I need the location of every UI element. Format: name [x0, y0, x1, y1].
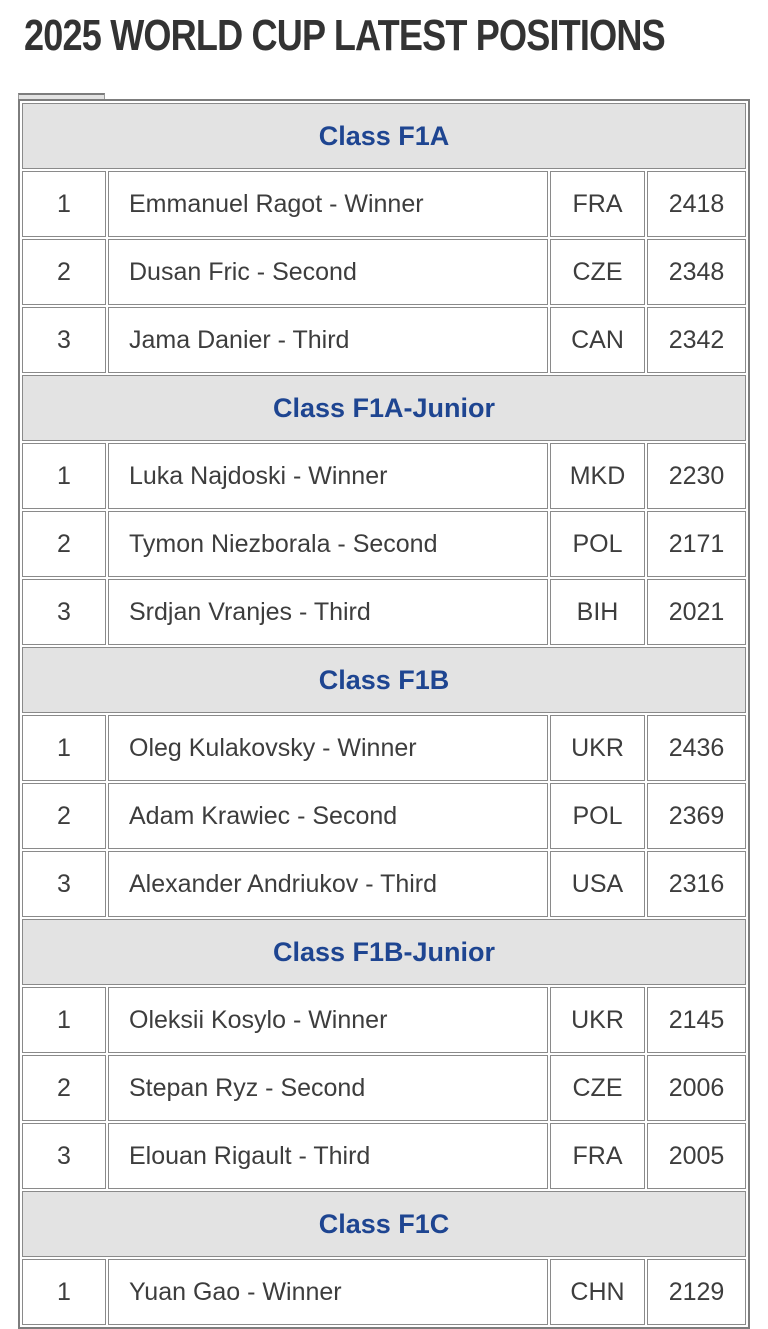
country-cell: CHN	[550, 1259, 645, 1325]
country-cell: FRA	[550, 1123, 645, 1189]
section-header-row: Class F1A-Junior	[22, 375, 746, 441]
name-cell: Srdjan Vranjes - Third	[108, 579, 548, 645]
score-cell: 2369	[647, 783, 746, 849]
rank-cell: 3	[22, 307, 106, 373]
score-cell: 2129	[647, 1259, 746, 1325]
rank-cell: 3	[22, 1123, 106, 1189]
name-cell: Oleg Kulakovsky - Winner	[108, 715, 548, 781]
score-cell: 2348	[647, 239, 746, 305]
section-header-row: Class F1B	[22, 647, 746, 713]
rank-cell: 1	[22, 987, 106, 1053]
score-cell: 2418	[647, 171, 746, 237]
rank-cell: 3	[22, 579, 106, 645]
standings-table-container: Class F1A 1 Emmanuel Ragot - Winner FRA 2418…	[18, 99, 750, 1329]
name-cell: Tymon Niezborala - Second	[108, 511, 548, 577]
score-cell: 2316	[647, 851, 746, 917]
score-cell: 2021	[647, 579, 746, 645]
country-cell: UKR	[550, 987, 645, 1053]
section-header-label: Class F1A	[22, 103, 746, 169]
section-header-row: Class F1A	[22, 103, 746, 169]
standings-table-body: Class F1A 1 Emmanuel Ragot - Winner FRA 2418…	[22, 103, 746, 1325]
country-cell: CZE	[550, 1055, 645, 1121]
name-cell: Jama Danier - Third	[108, 307, 548, 373]
table-row: 2 Stepan Ryz - Second CZE 2006	[22, 1055, 746, 1121]
name-cell: Alexander Andriukov - Third	[108, 851, 548, 917]
table-row: 1 Oleg Kulakovsky - Winner UKR 2436	[22, 715, 746, 781]
table-row: 3 Jama Danier - Third CAN 2342	[22, 307, 746, 373]
country-cell: FRA	[550, 171, 645, 237]
rank-cell: 1	[22, 443, 106, 509]
name-cell: Dusan Fric - Second	[108, 239, 548, 305]
section-header-row: Class F1C	[22, 1191, 746, 1257]
name-cell: Oleksii Kosylo - Winner	[108, 987, 548, 1053]
section-header-label: Class F1B	[22, 647, 746, 713]
table-row: 1 Luka Najdoski - Winner MKD 2230	[22, 443, 746, 509]
section-header-label: Class F1C	[22, 1191, 746, 1257]
rank-cell: 2	[22, 783, 106, 849]
section-header-label: Class F1B-Junior	[22, 919, 746, 985]
score-cell: 2145	[647, 987, 746, 1053]
score-cell: 2342	[647, 307, 746, 373]
score-cell: 2005	[647, 1123, 746, 1189]
rank-cell: 1	[22, 715, 106, 781]
table-row: 2 Tymon Niezborala - Second POL 2171	[22, 511, 746, 577]
rank-cell: 1	[22, 1259, 106, 1325]
country-cell: POL	[550, 783, 645, 849]
table-row: 3 Srdjan Vranjes - Third BIH 2021	[22, 579, 746, 645]
standings-table: Class F1A 1 Emmanuel Ragot - Winner FRA 2418…	[18, 99, 750, 1329]
name-cell: Adam Krawiec - Second	[108, 783, 548, 849]
rank-cell: 1	[22, 171, 106, 237]
rank-cell: 3	[22, 851, 106, 917]
table-row: 1 Emmanuel Ragot - Winner FRA 2418	[22, 171, 746, 237]
name-cell: Emmanuel Ragot - Winner	[108, 171, 548, 237]
country-cell: CAN	[550, 307, 645, 373]
score-cell: 2436	[647, 715, 746, 781]
section-header-label: Class F1A-Junior	[22, 375, 746, 441]
rank-cell: 2	[22, 511, 106, 577]
country-cell: USA	[550, 851, 645, 917]
name-cell: Yuan Gao - Winner	[108, 1259, 548, 1325]
name-cell: Luka Najdoski - Winner	[108, 443, 548, 509]
name-cell: Elouan Rigault - Third	[108, 1123, 548, 1189]
country-cell: MKD	[550, 443, 645, 509]
page-title: 2025 WORLD CUP LATEST POSITIONS	[24, 11, 666, 60]
rank-cell: 2	[22, 239, 106, 305]
table-row: 3 Alexander Andriukov - Third USA 2316	[22, 851, 746, 917]
name-cell: Stepan Ryz - Second	[108, 1055, 548, 1121]
table-row: 1 Yuan Gao - Winner CHN 2129	[22, 1259, 746, 1325]
table-row: 2 Dusan Fric - Second CZE 2348	[22, 239, 746, 305]
country-cell: POL	[550, 511, 645, 577]
table-top-tab	[18, 93, 105, 100]
score-cell: 2171	[647, 511, 746, 577]
section-header-row: Class F1B-Junior	[22, 919, 746, 985]
score-cell: 2006	[647, 1055, 746, 1121]
table-row: 3 Elouan Rigault - Third FRA 2005	[22, 1123, 746, 1189]
table-row: 2 Adam Krawiec - Second POL 2369	[22, 783, 746, 849]
table-row: 1 Oleksii Kosylo - Winner UKR 2145	[22, 987, 746, 1053]
country-cell: BIH	[550, 579, 645, 645]
rank-cell: 2	[22, 1055, 106, 1121]
country-cell: CZE	[550, 239, 645, 305]
country-cell: UKR	[550, 715, 645, 781]
score-cell: 2230	[647, 443, 746, 509]
